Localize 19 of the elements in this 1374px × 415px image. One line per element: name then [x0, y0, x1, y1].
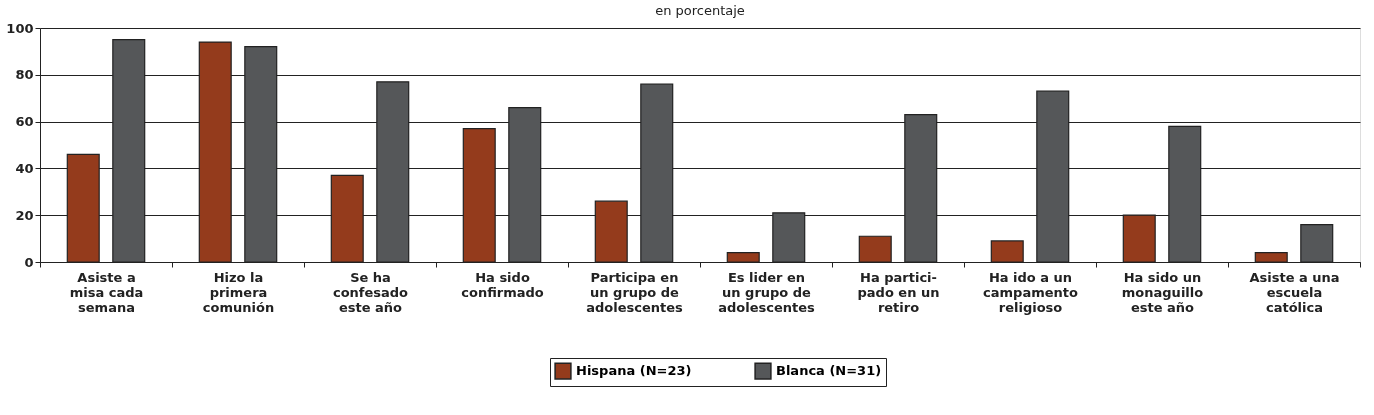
- y-tick-label: 60: [15, 114, 34, 130]
- y-tick-label: 100: [6, 20, 34, 36]
- x-tick-label: Es lider en un grupo de adolescentes: [718, 269, 816, 315]
- x-tick-label: Ha sido un monaguillo este año: [1121, 269, 1204, 315]
- x-tick-label: Ha sido confirmado: [461, 269, 544, 300]
- x-tick-label: Ha ido a un campamento religioso: [983, 269, 1078, 315]
- x-tick-label: Se ha confesado este año: [332, 269, 409, 315]
- y-tick-label: 40: [15, 160, 34, 176]
- x-tick-label: Participa en un grupo de adolescentes: [586, 269, 684, 315]
- x-tick-label: Asiste a una escuela católica: [1249, 269, 1340, 315]
- x-tick-label: Asiste a misa cada semana: [69, 269, 144, 315]
- chart-title: en porcentaje: [655, 3, 745, 18]
- y-tick-label: 20: [15, 207, 34, 223]
- x-tick-label: Hizo la primera comunión: [202, 269, 275, 315]
- legend-label: Hispana (N=23): [576, 363, 692, 379]
- y-tick-label: 0: [24, 254, 34, 270]
- x-tick-label: Ha partici- pado en un retiro: [857, 269, 940, 315]
- legend-label: Blanca (N=31): [776, 363, 882, 379]
- y-tick-label: 80: [15, 67, 34, 83]
